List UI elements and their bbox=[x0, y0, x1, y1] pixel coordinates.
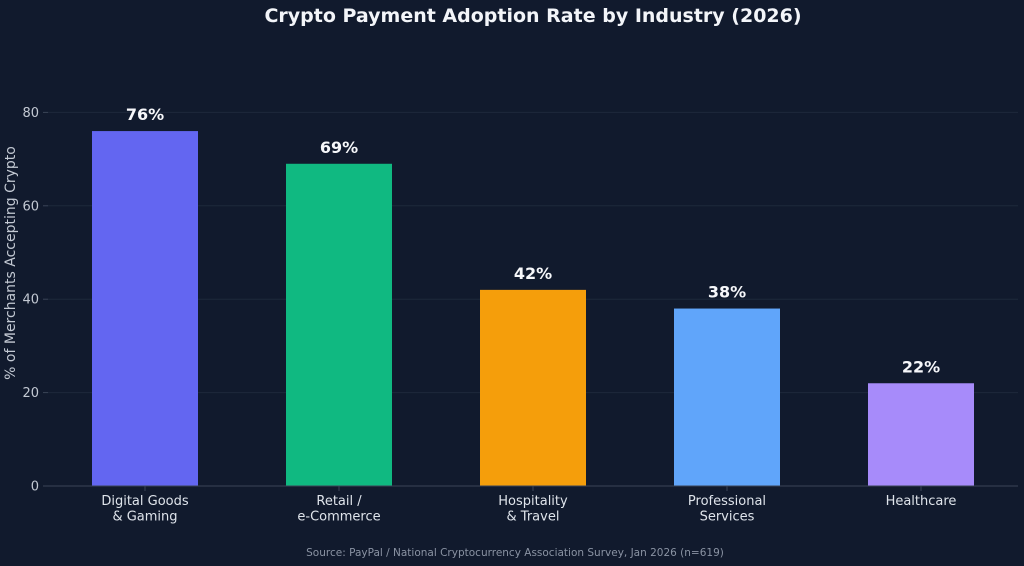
x-tick-label: & Travel bbox=[507, 510, 560, 525]
bar-value-label: 42% bbox=[514, 264, 552, 283]
bar bbox=[286, 163, 392, 486]
bar-value-label: 76% bbox=[126, 105, 164, 124]
x-tick-label: & Gaming bbox=[112, 510, 177, 525]
bar bbox=[868, 383, 974, 486]
bar-value-label: 22% bbox=[902, 357, 940, 376]
bar-value-label: 69% bbox=[320, 138, 358, 157]
y-axis-label: % of Merchants Accepting Crypto bbox=[3, 146, 19, 380]
bar-value-label: 38% bbox=[708, 283, 746, 302]
x-tick-label: Professional bbox=[688, 494, 766, 509]
y-tick-label: 60 bbox=[22, 199, 39, 214]
x-tick-label: Services bbox=[700, 510, 755, 525]
data-labels: 76% 69% 42% 38% 22% bbox=[126, 105, 940, 376]
x-tick-label: Healthcare bbox=[886, 494, 957, 509]
x-tick-label: Digital Goods bbox=[101, 494, 189, 509]
source-note: Source: PayPal / National Cryptocurrency… bbox=[306, 547, 724, 559]
x-tick-label: Retail / bbox=[316, 494, 362, 509]
x-tick-label: Hospitality bbox=[498, 494, 568, 509]
bar bbox=[92, 131, 198, 486]
y-tick-label: 0 bbox=[31, 480, 39, 495]
bar bbox=[480, 289, 586, 486]
y-axis-ticks: 0 20 40 60 80 bbox=[22, 106, 48, 495]
chart-title: Crypto Payment Adoption Rate by Industry… bbox=[264, 5, 801, 27]
bar bbox=[674, 308, 780, 486]
x-tick-label: e-Commerce bbox=[297, 510, 380, 525]
y-tick-label: 40 bbox=[22, 293, 39, 308]
x-axis-categories: Digital Goods& Gaming Retail /e-Commerce H… bbox=[101, 486, 956, 525]
y-tick-label: 80 bbox=[22, 106, 39, 121]
bars bbox=[92, 131, 974, 486]
y-tick-label: 20 bbox=[22, 386, 39, 401]
